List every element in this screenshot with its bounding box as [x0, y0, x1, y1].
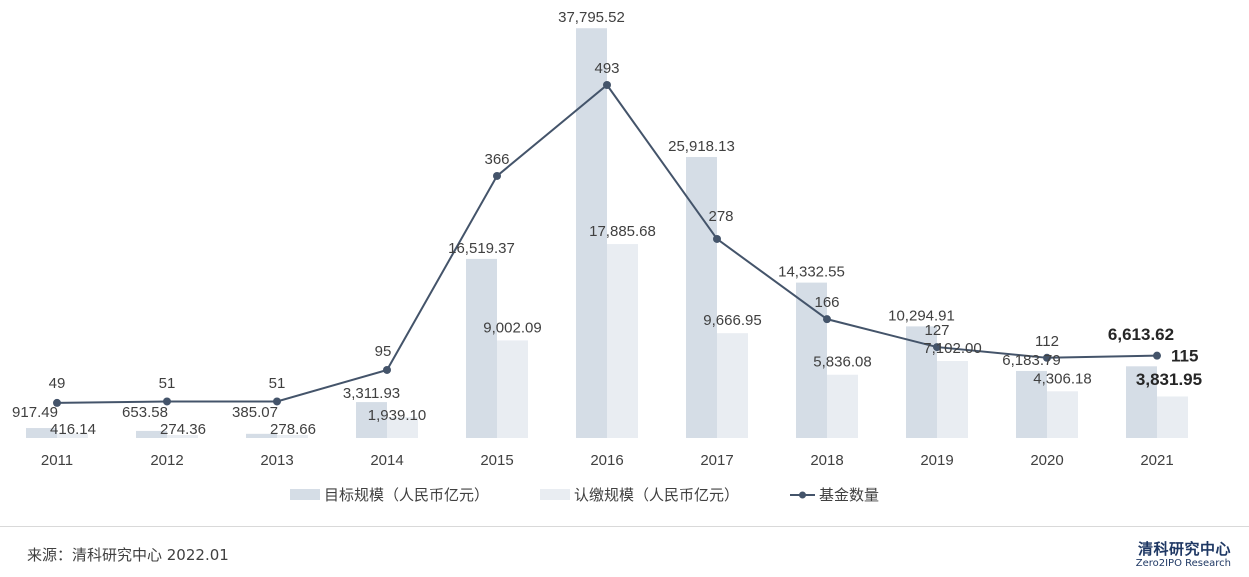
label-count-2012: 51 — [159, 375, 176, 392]
bar-subscribed-2021 — [1157, 396, 1188, 438]
label-count-2018: 166 — [814, 294, 839, 311]
x-tick-label-2015: 2015 — [480, 452, 513, 469]
label-target-2018: 14,332.55 — [778, 264, 845, 281]
x-tick-label-2013: 2013 — [260, 452, 293, 469]
x-axis: 2011 2012 2013 2014 2015 2016 2017 2018 2019 2020… — [41, 452, 1174, 469]
label-subscribed-2015: 9,002.09 — [483, 319, 541, 336]
label-count-2020: 112 — [1035, 333, 1059, 350]
fund-count-point-2017 — [713, 234, 721, 243]
x-tick-label-2017: 2017 — [700, 452, 733, 469]
fund-count-point-2011 — [53, 398, 61, 407]
label-subscribed-2017: 9,666.95 — [703, 312, 761, 329]
x-tick-label-2011: 2011 — [41, 452, 73, 469]
label-subscribed-2014: 1,939.10 — [368, 407, 426, 424]
fund-count-point-2019 — [933, 343, 941, 352]
label-count-2021: 115 — [1171, 347, 1198, 366]
legend-label-2: 基金数量 — [819, 487, 879, 504]
footer-divider — [0, 526, 1249, 527]
label-subscribed-2020: 4,306.18 — [1033, 370, 1091, 387]
fund-count-point-2012 — [163, 397, 171, 406]
legend-swatch-target — [290, 489, 320, 500]
fund-count-point-2018 — [823, 315, 831, 324]
fund-count-point-2021 — [1153, 351, 1161, 360]
bar-target-2013 — [246, 433, 277, 438]
bars-layer — [26, 28, 1188, 439]
label-target-2017: 25,918.13 — [668, 138, 735, 155]
x-tick-label-2020: 2020 — [1030, 452, 1063, 469]
x-tick-label-2018: 2018 — [810, 452, 843, 469]
bar-subscribed-2015 — [497, 340, 528, 438]
label-count-2019: 127 — [924, 322, 949, 339]
label-target-2020: 6,183.79 — [1002, 352, 1060, 369]
bar-subscribed-2018 — [827, 374, 858, 438]
brand-name-en: Zero2IPO Research — [1135, 558, 1231, 569]
label-target-2012: 653.58 — [122, 404, 168, 421]
label-count-2011: 49 — [49, 375, 66, 392]
label-count-2013: 51 — [269, 375, 286, 392]
bar-subscribed-2012 — [167, 435, 198, 438]
label-subscribed-2012: 274.36 — [160, 421, 206, 438]
label-subscribed-2016: 17,885.68 — [589, 223, 656, 240]
bar-target-2017 — [686, 156, 717, 438]
bar-target-2011 — [26, 428, 57, 438]
brand-logo: 清科研究中心 Zero2IPO Research — [1136, 540, 1231, 570]
label-target-2019: 10,294.91 — [888, 307, 955, 324]
x-tick-label-2019: 2019 — [920, 452, 953, 469]
line-layer — [53, 81, 1161, 407]
label-subscribed-2013: 278.66 — [270, 421, 316, 438]
bar-subscribed-2011 — [57, 433, 88, 438]
label-subscribed-2011: 416.14 — [50, 421, 96, 438]
legend-swatch-marker — [799, 491, 806, 499]
label-target-2015: 16,519.37 — [448, 240, 515, 257]
legend-swatch-subscribed — [540, 489, 570, 500]
bar-target-2016 — [576, 28, 607, 439]
label-target-2014: 3,311.93 — [343, 385, 400, 402]
fund-count-point-2015 — [493, 171, 501, 180]
fund-count-point-2020 — [1043, 353, 1051, 362]
bar-subscribed-2019 — [937, 360, 968, 438]
label-target-2013: 385.07 — [232, 404, 278, 421]
legend: 目标规模（人民币亿元） 认缴规模（人民币亿元） 基金数量 — [290, 487, 879, 504]
label-target-2011: 917.49 — [12, 404, 58, 421]
fund-count-point-2014 — [383, 365, 391, 374]
bar-target-2012 — [136, 430, 167, 438]
label-target-2021: 6,613.62 — [1108, 325, 1174, 344]
label-subscribed-2018: 5,836.08 — [813, 354, 871, 371]
fund-count-point-2013 — [273, 397, 281, 406]
source-note: 来源：清科研究中心 2022.01 — [27, 546, 229, 564]
bar-subscribed-2020 — [1047, 391, 1078, 438]
bar-subscribed-2014 — [387, 416, 418, 438]
bar-target-2021 — [1126, 366, 1157, 438]
x-tick-label-2016: 2016 — [590, 452, 623, 469]
bar-subscribed-2016 — [607, 244, 638, 438]
bar-subscribed-2017 — [717, 333, 748, 438]
x-tick-label-2014: 2014 — [370, 452, 403, 469]
bar-target-2014 — [356, 402, 387, 438]
label-target-2016: 37,795.52 — [558, 9, 625, 26]
label-count-2016: 493 — [594, 60, 619, 77]
bar-target-2020 — [1016, 370, 1047, 438]
label-count-2015: 366 — [484, 151, 509, 168]
brand-name-cn: 清科研究中心 — [1137, 540, 1231, 558]
label-count-2014: 95 — [375, 343, 392, 360]
legend-label-0: 目标规模（人民币亿元） — [324, 487, 489, 504]
fund-count-point-2016 — [603, 81, 611, 90]
label-subscribed-2021: 3,831.95 — [1136, 370, 1202, 389]
label-subscribed-2019: 7,102.00 — [923, 340, 981, 357]
x-tick-label-2012: 2012 — [150, 452, 183, 469]
legend-label-1: 认缴规模（人民币亿元） — [574, 487, 739, 504]
bar-target-2015 — [466, 258, 497, 438]
x-tick-label-2021: 2021 — [1140, 452, 1173, 469]
bar-subscribed-2013 — [277, 434, 308, 438]
label-count-2017: 278 — [708, 208, 733, 225]
